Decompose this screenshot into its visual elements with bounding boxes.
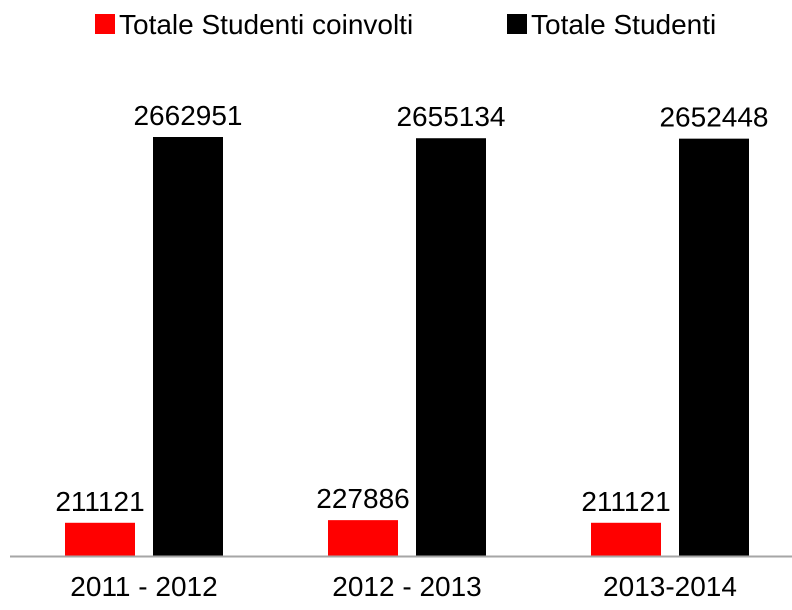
data-labels: 211121 2662951 227886 2655134 211121 2652448 (55, 100, 768, 517)
x-tick-label: 2013-2014 (603, 571, 737, 602)
legend: Totale Studenti coinvolti Totale Studenti (95, 9, 716, 40)
bar (328, 520, 398, 556)
x-tick-label: 2011 - 2012 (70, 571, 217, 602)
bar (591, 522, 661, 556)
data-label: 211121 (581, 486, 670, 517)
bar (65, 522, 135, 556)
bars (65, 137, 749, 556)
legend-label: Totale Studenti coinvolti (119, 9, 413, 40)
legend-item: Totale Studenti coinvolti (95, 9, 413, 40)
legend-item: Totale Studenti (507, 9, 716, 40)
data-label: 211121 (55, 486, 144, 517)
legend-label: Totale Studenti (531, 9, 716, 40)
bar (153, 137, 223, 556)
x-tick-label: 2012 - 2013 (332, 571, 481, 602)
data-label: 227886 (316, 483, 409, 514)
data-label: 2662951 (133, 100, 242, 131)
data-label: 2655134 (396, 101, 505, 132)
legend-swatch (95, 14, 115, 34)
data-label: 2652448 (659, 102, 768, 133)
bar (416, 138, 486, 556)
bar (679, 138, 749, 556)
legend-swatch (507, 14, 527, 34)
x-axis-tick-labels: 2011 - 2012 2012 - 2013 2013-2014 (70, 571, 737, 602)
